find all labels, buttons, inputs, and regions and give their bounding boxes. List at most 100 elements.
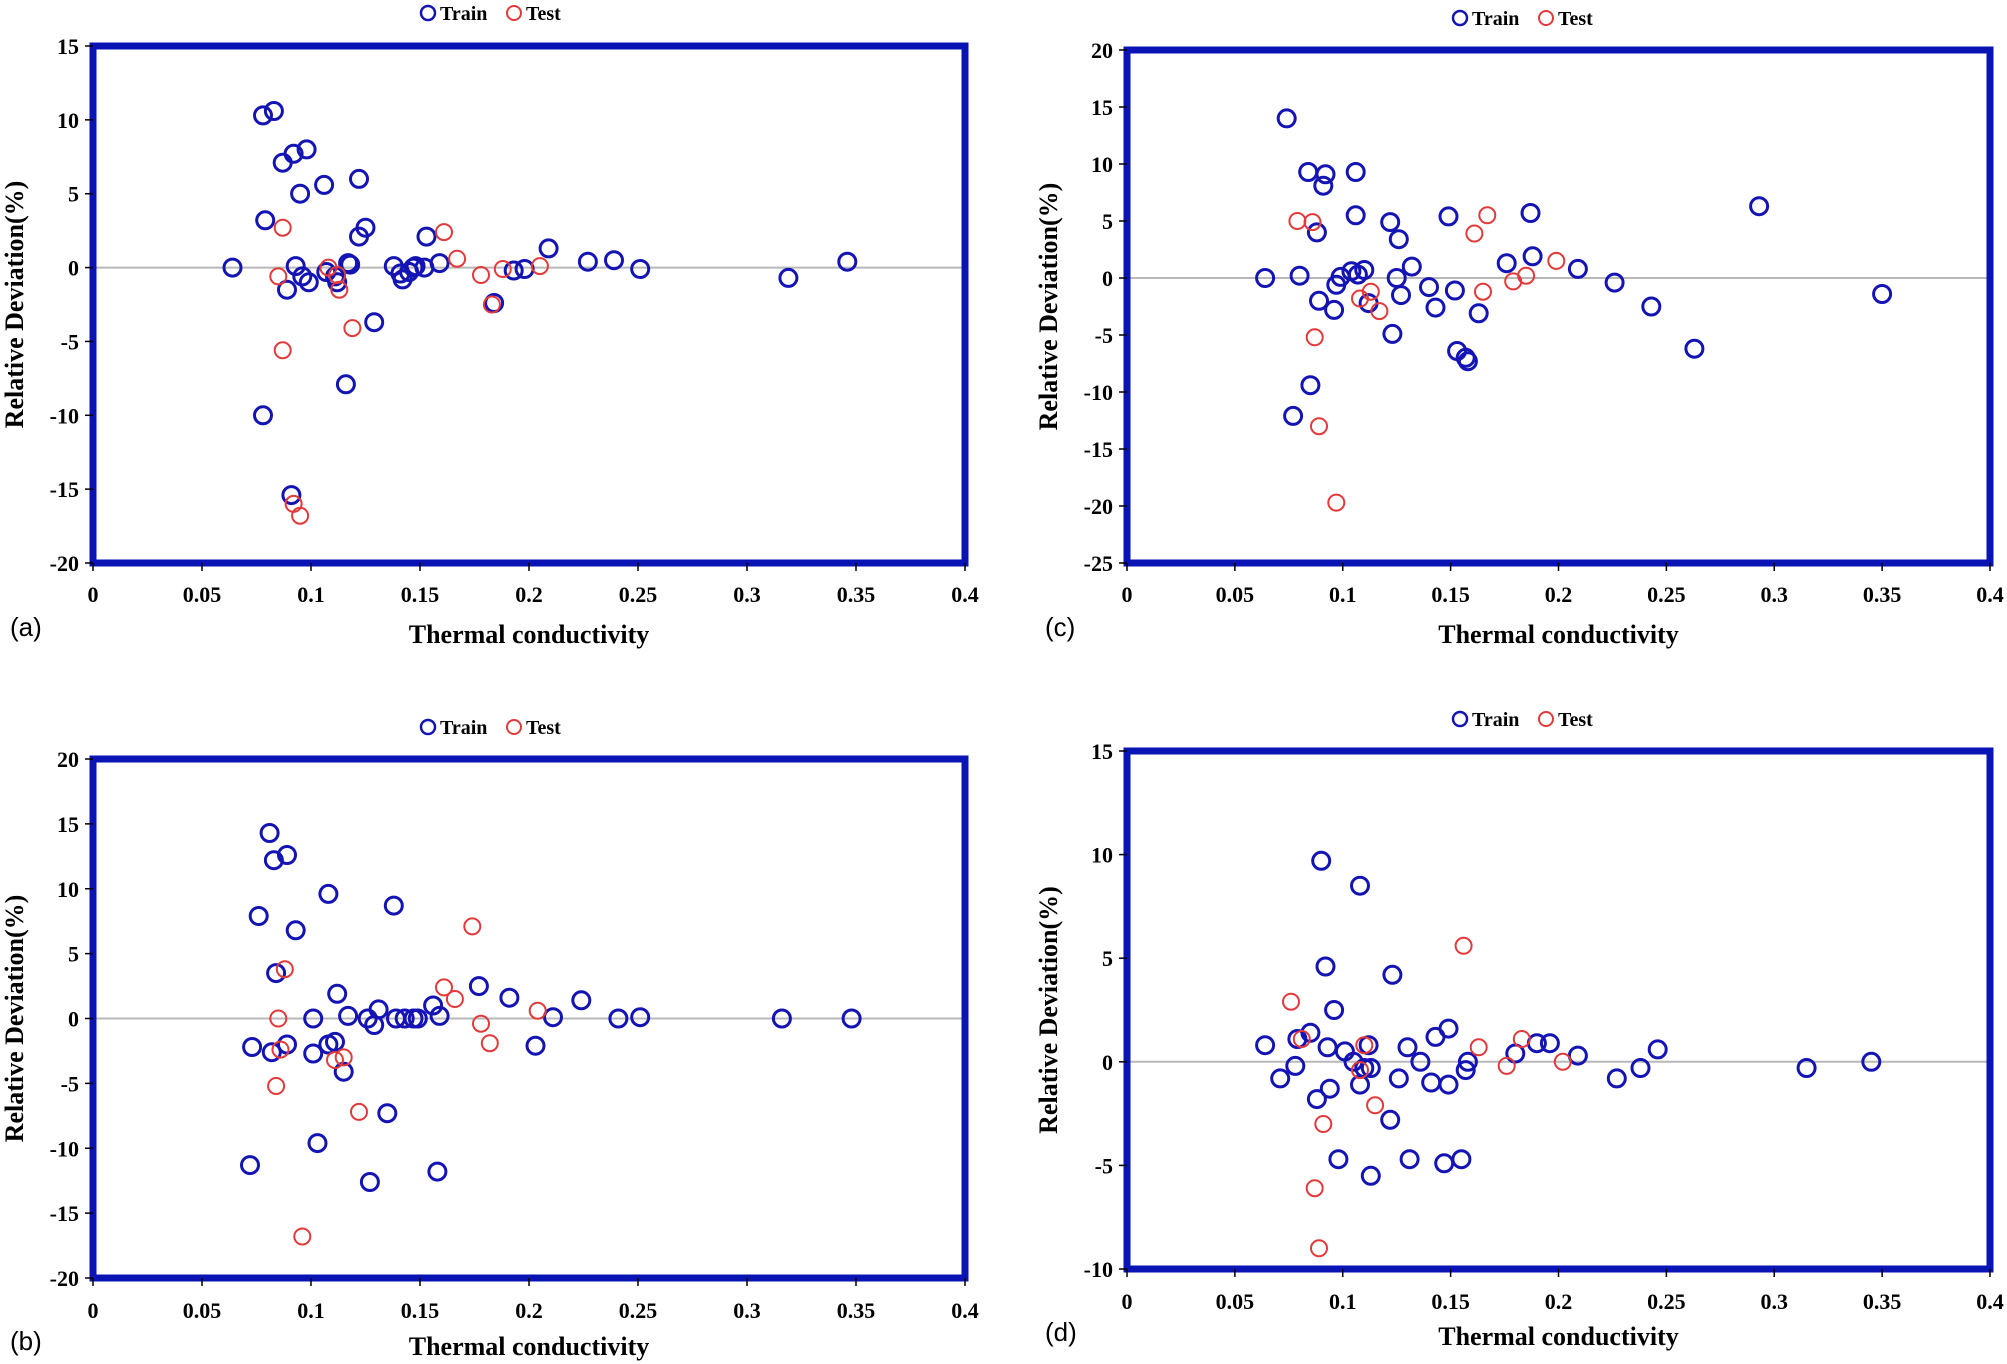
train-point <box>1567 258 1588 279</box>
train-point <box>1425 297 1446 318</box>
train-point <box>1520 203 1541 223</box>
x-tick-label: 0.05 <box>183 1298 222 1323</box>
train-point <box>837 251 858 272</box>
y-tick-label: -5 <box>61 329 79 354</box>
train-point <box>335 374 356 395</box>
train-point <box>1388 229 1409 250</box>
y-tick-label: 15 <box>57 34 79 59</box>
legend-train-label: Train <box>1472 8 1519 30</box>
train-point <box>1382 323 1403 344</box>
train-point <box>571 990 592 1011</box>
train-point <box>1255 268 1276 288</box>
train-point <box>630 1007 651 1028</box>
test-point <box>326 1051 344 1069</box>
train-point <box>333 1061 354 1082</box>
train-point <box>1522 246 1543 267</box>
y-tick-label: 5 <box>68 182 79 207</box>
legend-test-marker <box>1538 10 1554 26</box>
y-tick-label: 0 <box>1102 266 1113 291</box>
y-tick-label: 10 <box>1091 843 1113 868</box>
train-point <box>1468 303 1489 324</box>
train-point <box>1289 265 1310 286</box>
train-point <box>1567 1045 1588 1066</box>
train-point <box>253 405 273 426</box>
legend-test-marker <box>506 5 522 21</box>
train-point <box>318 883 339 904</box>
train-point <box>841 1008 862 1029</box>
x-tick-label: 0.35 <box>837 582 876 607</box>
train-point <box>1421 1072 1442 1093</box>
train-point <box>1684 338 1705 359</box>
train-point <box>1358 1035 1379 1056</box>
y-tick-label: 10 <box>1091 152 1113 177</box>
x-tick-label: 0 <box>1122 582 1133 607</box>
legend: Train Test <box>419 3 561 25</box>
plot-frame <box>89 42 969 567</box>
x-tick-label: 0.3 <box>733 1298 761 1323</box>
x-tick-label: 0.15 <box>401 582 440 607</box>
train-point <box>242 1037 263 1057</box>
x-tick-label: 0.3 <box>1761 582 1789 607</box>
y-tick-label: 15 <box>1091 739 1113 764</box>
x-axis-title: Thermal conductivity <box>409 620 650 649</box>
train-point <box>1457 1051 1478 1072</box>
train-point <box>281 485 302 506</box>
test-point <box>1512 1030 1531 1048</box>
panel-label: (b) <box>10 1326 42 1356</box>
train-point <box>253 105 273 126</box>
train-point <box>1276 108 1297 129</box>
x-tick-label: 0.2 <box>515 582 543 607</box>
train-point <box>272 152 293 173</box>
y-axis-title: Relative Deviation(%) <box>1034 886 1063 1134</box>
train-point <box>1796 1058 1817 1078</box>
x-tick-label: 0.25 <box>1647 582 1686 607</box>
test-point <box>1517 266 1536 285</box>
y-tick-label: -5 <box>61 1071 79 1096</box>
train-point <box>1630 1058 1651 1078</box>
y-tick-label: 0 <box>68 1007 79 1032</box>
x-tick-label: 0.4 <box>1976 1289 2004 1314</box>
y-axis-title: Relative Deviation(%) <box>0 895 29 1143</box>
test-point <box>1310 1239 1328 1258</box>
train-point <box>338 1005 359 1026</box>
y-tick-label: 5 <box>68 942 79 967</box>
test-point <box>293 1227 312 1246</box>
train-point <box>1319 1078 1340 1099</box>
test-point <box>330 280 349 299</box>
train-point <box>1606 1068 1627 1089</box>
test-point <box>482 295 501 314</box>
train-point <box>383 895 404 916</box>
legend-test-label: Test <box>526 717 561 739</box>
train-point <box>405 256 426 277</box>
y-tick-label: 0 <box>1102 1050 1113 1075</box>
legend-test-label: Test <box>1558 709 1593 731</box>
y-tick-label: -5 <box>1095 1153 1113 1178</box>
y-tick-label: -10 <box>50 1136 79 1161</box>
train-point <box>543 1007 563 1028</box>
test-point <box>1288 212 1307 230</box>
x-tick-label: 0.05 <box>1216 1289 1255 1314</box>
train-point <box>303 1043 324 1064</box>
train-point <box>1410 1051 1431 1072</box>
train-point <box>327 272 348 293</box>
legend-test-label: Test <box>526 3 561 25</box>
x-tick-label: 0.25 <box>619 1298 658 1323</box>
x-tick-label: 0.3 <box>1761 1289 1789 1314</box>
test-point <box>1327 493 1346 512</box>
x-tick-label: 0.25 <box>1647 1289 1686 1314</box>
y-tick-label: 5 <box>1102 209 1113 234</box>
test-point <box>1310 417 1328 436</box>
test-point <box>472 266 490 284</box>
train-point <box>292 266 313 287</box>
train-point <box>1300 375 1321 396</box>
legend-test-marker <box>1538 711 1554 727</box>
train-point <box>1391 285 1411 306</box>
train-point <box>503 260 524 281</box>
train-point <box>1283 405 1304 426</box>
test-point <box>1361 282 1380 301</box>
test-point <box>1553 1052 1572 1071</box>
test-point <box>1370 302 1389 321</box>
train-point <box>1401 256 1422 277</box>
train-point <box>377 1103 398 1124</box>
train-point <box>1434 1153 1455 1174</box>
